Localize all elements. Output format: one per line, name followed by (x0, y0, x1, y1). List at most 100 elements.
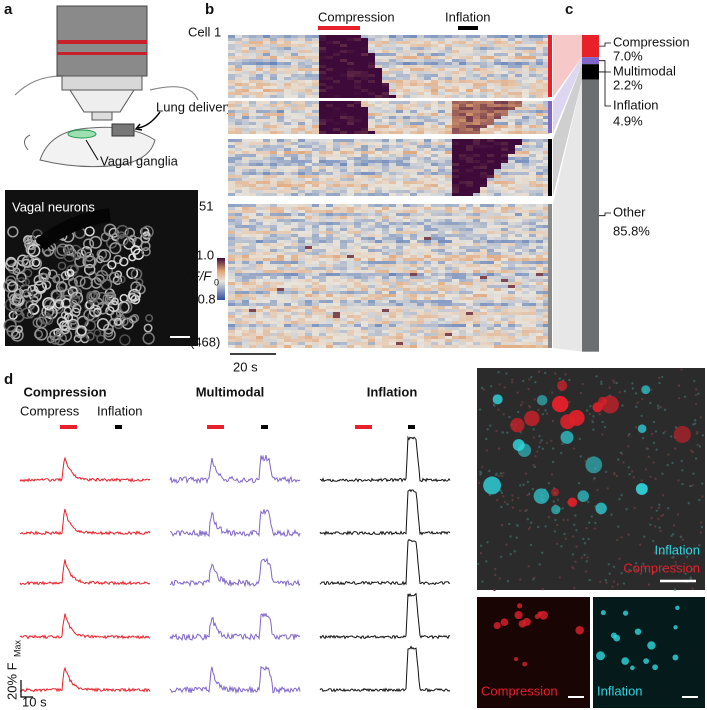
heat-cell (270, 300, 277, 303)
heat-cell (347, 95, 354, 98)
heat-cell (424, 279, 431, 282)
heat-cell (487, 345, 494, 348)
heat-cell (410, 77, 417, 80)
heat-cell (249, 77, 256, 80)
heat-cell (473, 41, 480, 44)
heat-cell (501, 172, 508, 175)
heat-cell (459, 255, 466, 258)
heat-cell (494, 47, 501, 50)
heat-cell (326, 142, 333, 145)
heat-cell (291, 342, 298, 345)
heat-cell (487, 145, 494, 148)
heat-cell (277, 345, 284, 348)
speck (599, 580, 602, 584)
heat-cell (326, 56, 333, 59)
heat-cell (473, 264, 480, 267)
heat-cell (382, 160, 389, 163)
heat-cell (396, 219, 403, 222)
heat-cell (438, 110, 445, 113)
heat-cell (473, 101, 480, 104)
heat-cell (417, 333, 424, 336)
heat-cell (340, 47, 347, 50)
heat-cell (403, 231, 410, 234)
heat-cell (249, 101, 256, 104)
heat-cell (396, 184, 403, 187)
heat-cell (459, 154, 466, 157)
heat-cell (256, 276, 263, 279)
heat-cell (543, 169, 550, 172)
heat-cell (494, 252, 501, 255)
heat-cell (438, 59, 445, 62)
heat-cell (452, 59, 459, 62)
heat-cell (263, 303, 270, 306)
heat-cell (284, 324, 291, 327)
heat-cell (431, 291, 438, 294)
heat-cell (417, 228, 424, 231)
heat-cell (305, 207, 312, 210)
heat-cell (410, 225, 417, 228)
heat-cell (424, 68, 431, 71)
heat-cell (235, 166, 242, 169)
heat-cell (494, 71, 501, 74)
heat-cell (235, 71, 242, 74)
heat-cell (228, 83, 235, 86)
heat-cell (508, 41, 515, 44)
heat-cell (396, 107, 403, 110)
heat-cell (389, 240, 396, 243)
group-title: Inflation (367, 384, 418, 399)
heat-cell (249, 65, 256, 68)
heat-cell (228, 104, 235, 107)
heat-cell (326, 216, 333, 219)
heat-cell (340, 101, 347, 104)
heat-cell (494, 333, 501, 336)
heat-cell (256, 336, 263, 339)
heat-cell (480, 113, 487, 116)
heat-cell (291, 288, 298, 291)
heat-cell (473, 80, 480, 83)
heat-cell (354, 309, 361, 312)
heat-cell (522, 128, 529, 131)
heat-cell (459, 276, 466, 279)
heat-cell (501, 249, 508, 252)
heat-cell (347, 267, 354, 270)
heat-cell (389, 342, 396, 345)
heat-cell (340, 321, 347, 324)
heat-cell (228, 169, 235, 172)
heat-cell (291, 181, 298, 184)
heat-cell (333, 154, 340, 157)
heat-cell (347, 261, 354, 264)
heat-cell (536, 92, 543, 95)
heat-cell (529, 294, 536, 297)
heat-cell (459, 252, 466, 255)
heat-cell (389, 234, 396, 237)
heat-cell (494, 68, 501, 71)
heat-cell (382, 154, 389, 157)
heat-cell (235, 47, 242, 50)
heat-cell (382, 119, 389, 122)
heat-cell (445, 50, 452, 53)
heat-cell (298, 312, 305, 315)
heat-cell (522, 41, 529, 44)
heat-cell (284, 53, 291, 56)
heat-cell (291, 315, 298, 318)
heat-cell (515, 303, 522, 306)
heat-cell (536, 35, 543, 38)
heat-cell (340, 342, 347, 345)
heat-cell (410, 309, 417, 312)
heat-cell (431, 261, 438, 264)
heat-cell (543, 184, 550, 187)
heat-cell (249, 47, 256, 50)
heat-cell (424, 267, 431, 270)
heat-cell (389, 309, 396, 312)
heat-cell (480, 297, 487, 300)
heat-cell (312, 172, 319, 175)
heat-cell (354, 50, 361, 53)
heat-cell (438, 148, 445, 151)
heat-cell (333, 249, 340, 252)
heat-cell (368, 282, 375, 285)
heat-cell (389, 318, 396, 321)
heat-cell (235, 160, 242, 163)
heat-cell (508, 92, 515, 95)
heat-cell (270, 53, 277, 56)
heat-cell (508, 119, 515, 122)
